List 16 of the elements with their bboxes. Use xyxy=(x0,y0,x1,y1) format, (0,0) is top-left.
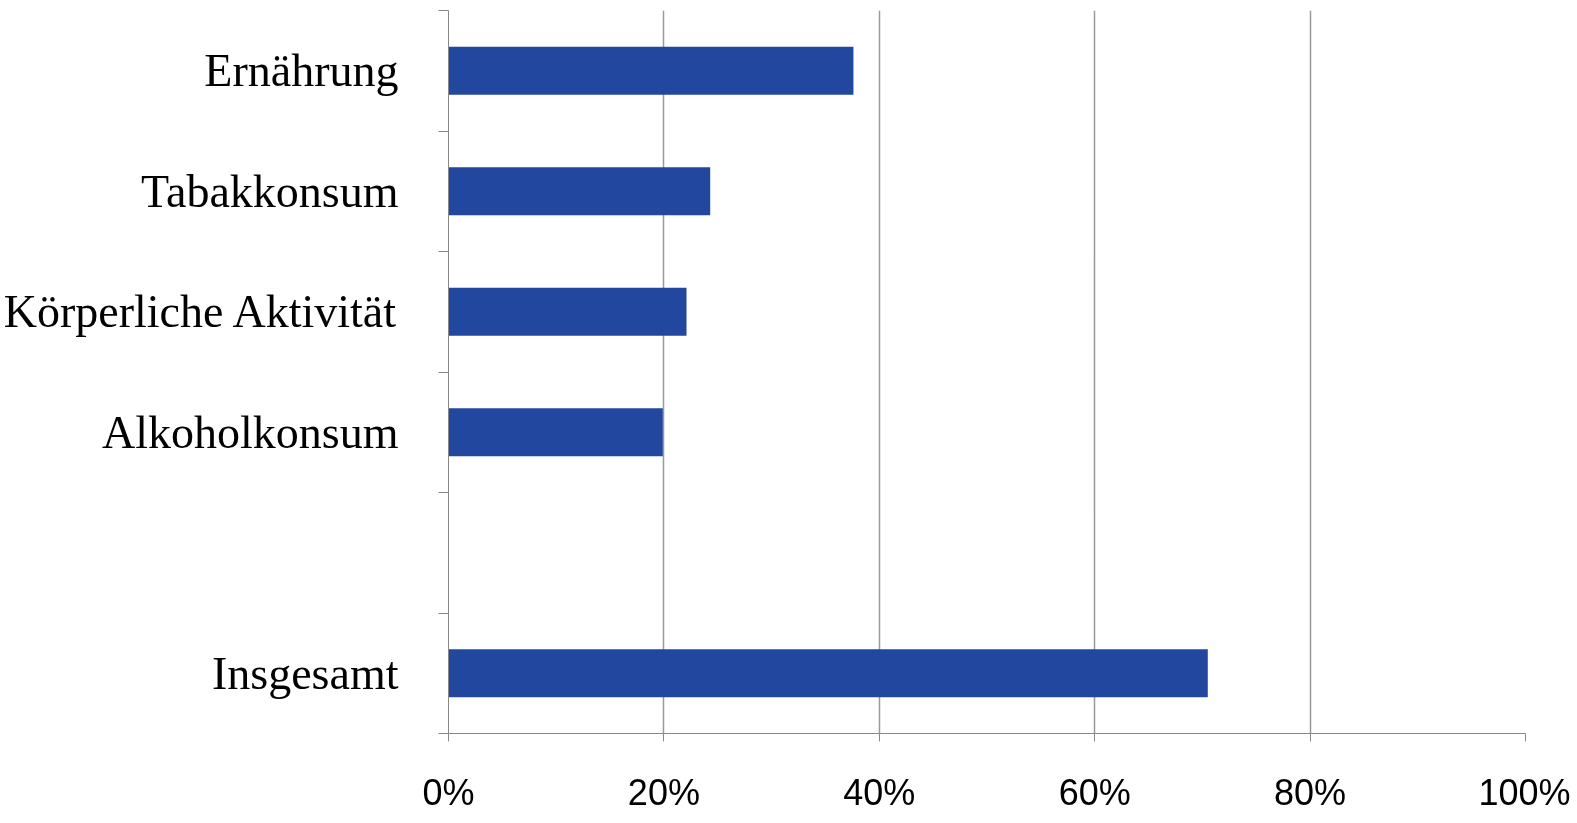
x-tick-label: 80% xyxy=(1274,771,1347,813)
y-tick-label: Ernährung xyxy=(204,45,399,97)
y-tick-label: Tabakkonsum xyxy=(141,165,399,217)
bar xyxy=(448,408,663,457)
y-tick-label: Insgesamt xyxy=(211,647,399,699)
x-tick-label: 0% xyxy=(422,771,475,813)
x-tick-label: 20% xyxy=(627,771,700,813)
x-tick-label: 40% xyxy=(843,771,916,813)
bar xyxy=(448,287,687,336)
bar xyxy=(448,46,854,95)
y-tick-label: Körperliche Aktivität xyxy=(3,286,397,338)
bar xyxy=(448,167,711,216)
x-tick-label: 100% xyxy=(1478,771,1571,813)
bar xyxy=(448,649,1208,698)
x-tick-label: 60% xyxy=(1058,771,1131,813)
y-tick-label: Alkoholkonsum xyxy=(102,406,399,458)
